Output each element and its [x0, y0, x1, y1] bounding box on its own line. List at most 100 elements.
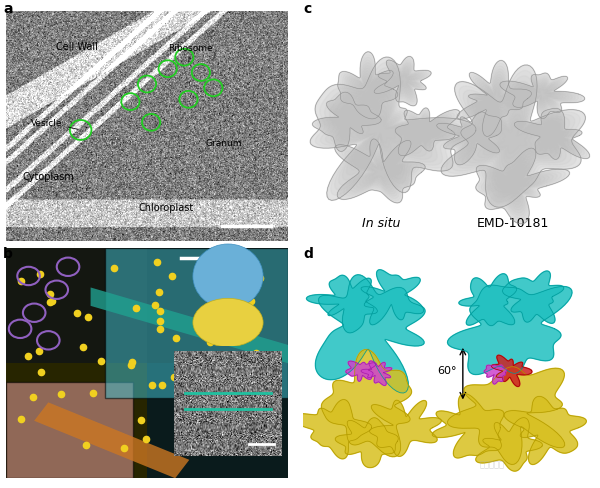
Polygon shape — [341, 90, 434, 171]
Polygon shape — [439, 114, 500, 163]
FancyBboxPatch shape — [104, 249, 288, 398]
Polygon shape — [352, 72, 382, 104]
Polygon shape — [340, 115, 353, 126]
Polygon shape — [518, 83, 566, 109]
Polygon shape — [517, 111, 587, 158]
Polygon shape — [344, 61, 391, 113]
Polygon shape — [462, 88, 565, 188]
Polygon shape — [491, 355, 532, 386]
Polygon shape — [391, 71, 415, 92]
Polygon shape — [543, 129, 563, 142]
Polygon shape — [315, 95, 379, 150]
Polygon shape — [397, 110, 457, 155]
Polygon shape — [546, 131, 561, 141]
Polygon shape — [450, 121, 491, 155]
Polygon shape — [476, 418, 542, 471]
Polygon shape — [338, 142, 422, 201]
Polygon shape — [442, 116, 497, 161]
Polygon shape — [471, 75, 518, 123]
Polygon shape — [326, 74, 455, 186]
Polygon shape — [515, 81, 569, 110]
Polygon shape — [503, 271, 564, 324]
Polygon shape — [394, 73, 413, 90]
Polygon shape — [457, 82, 569, 193]
Polygon shape — [481, 154, 562, 219]
Polygon shape — [352, 152, 409, 192]
Polygon shape — [474, 78, 516, 121]
Polygon shape — [345, 147, 415, 197]
Polygon shape — [291, 400, 371, 459]
Text: Granum: Granum — [205, 133, 242, 148]
FancyBboxPatch shape — [6, 382, 133, 478]
Polygon shape — [379, 61, 427, 103]
Polygon shape — [537, 125, 569, 146]
Polygon shape — [478, 104, 548, 174]
Polygon shape — [356, 106, 413, 156]
Polygon shape — [368, 163, 393, 181]
Polygon shape — [533, 91, 551, 100]
Polygon shape — [362, 159, 400, 185]
Polygon shape — [530, 89, 554, 102]
Polygon shape — [484, 365, 506, 385]
Polygon shape — [494, 120, 533, 159]
Polygon shape — [320, 69, 462, 191]
Polygon shape — [503, 75, 581, 118]
Polygon shape — [460, 64, 529, 134]
Polygon shape — [460, 128, 483, 146]
Text: In situ: In situ — [362, 217, 400, 230]
Polygon shape — [466, 131, 479, 142]
Polygon shape — [362, 111, 407, 150]
Polygon shape — [457, 61, 532, 137]
Polygon shape — [479, 152, 565, 222]
Polygon shape — [322, 350, 412, 457]
Polygon shape — [445, 118, 496, 159]
Polygon shape — [503, 176, 529, 197]
Polygon shape — [406, 117, 446, 147]
Polygon shape — [459, 274, 517, 326]
Polygon shape — [499, 126, 527, 154]
Polygon shape — [532, 121, 574, 150]
Polygon shape — [335, 140, 425, 203]
Polygon shape — [497, 171, 537, 203]
Polygon shape — [447, 120, 493, 157]
Polygon shape — [500, 174, 533, 200]
Polygon shape — [387, 68, 419, 96]
Polygon shape — [492, 165, 545, 208]
Polygon shape — [34, 403, 190, 478]
Text: a: a — [3, 2, 13, 17]
Polygon shape — [395, 109, 460, 157]
Polygon shape — [337, 113, 356, 129]
Polygon shape — [437, 113, 502, 165]
Polygon shape — [457, 61, 532, 137]
Polygon shape — [509, 79, 575, 114]
Text: b: b — [3, 246, 13, 261]
Polygon shape — [348, 149, 412, 195]
Polygon shape — [316, 275, 425, 393]
Polygon shape — [441, 66, 586, 208]
Polygon shape — [466, 70, 524, 129]
Polygon shape — [523, 115, 582, 155]
Polygon shape — [487, 160, 553, 213]
Polygon shape — [331, 80, 448, 181]
Polygon shape — [400, 112, 454, 153]
Polygon shape — [514, 109, 590, 160]
Polygon shape — [310, 58, 476, 201]
Polygon shape — [485, 89, 506, 110]
Polygon shape — [383, 64, 423, 99]
Polygon shape — [380, 62, 425, 101]
Text: Ribosome: Ribosome — [168, 43, 212, 63]
Polygon shape — [316, 63, 469, 196]
Polygon shape — [310, 58, 476, 201]
Polygon shape — [361, 82, 373, 96]
Polygon shape — [458, 126, 485, 148]
Polygon shape — [482, 86, 508, 112]
Polygon shape — [441, 66, 586, 208]
Polygon shape — [346, 361, 376, 382]
Ellipse shape — [193, 244, 263, 309]
Polygon shape — [504, 397, 586, 465]
Polygon shape — [540, 127, 566, 144]
Text: Cytoplasm: Cytoplasm — [23, 172, 74, 182]
Text: EMD-10181: EMD-10181 — [477, 217, 550, 230]
Polygon shape — [91, 288, 288, 364]
Polygon shape — [520, 113, 584, 157]
